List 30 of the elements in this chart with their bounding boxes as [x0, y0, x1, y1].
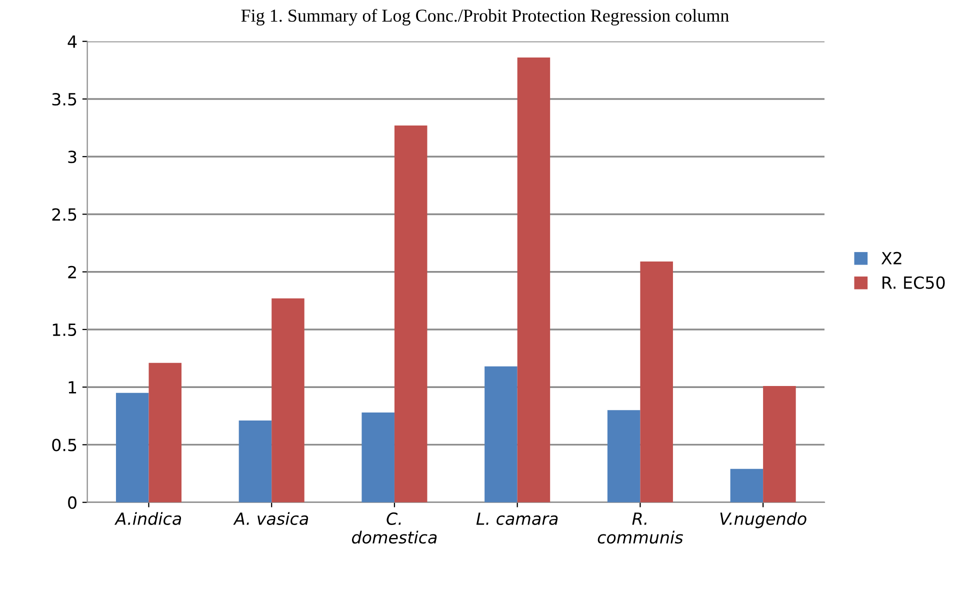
y-tick-label: 2 — [68, 266, 76, 278]
y-tick-label: 2.5 — [52, 208, 76, 221]
x-tick-label: C. domestica — [352, 512, 437, 544]
bar — [517, 58, 550, 502]
y-tick-label: 1 — [68, 381, 76, 394]
bar — [484, 366, 518, 502]
bar — [272, 298, 304, 502]
bar — [607, 410, 640, 502]
bar — [730, 468, 764, 502]
legend-label: R. EC50 — [882, 276, 945, 289]
x-tick-label: R. communis — [598, 512, 683, 544]
bar — [238, 420, 272, 502]
bar — [362, 412, 394, 502]
y-tick-label: 0 — [68, 496, 76, 509]
x-tick-label: V.nugendo — [720, 512, 806, 528]
bar — [763, 386, 796, 502]
x-tick-label: A.indica — [114, 512, 182, 525]
x-tick-label: L. camara — [476, 512, 558, 525]
bar — [394, 126, 428, 502]
y-tick-label: 1.5 — [52, 324, 76, 336]
y-tick-label: 3 — [68, 150, 76, 164]
y-tick-label: 4 — [68, 36, 77, 48]
y-tick-label: 0.5 — [52, 438, 76, 452]
bar — [116, 392, 149, 502]
y-tick-label: 3.5 — [52, 92, 76, 106]
x-tick-label: A. vasica — [233, 512, 308, 525]
chart-title: Fig 1. Summary of Log Conc./Probit Protection Regression column — [241, 8, 729, 26]
bar — [640, 261, 673, 502]
legend-label: X2 — [881, 252, 902, 264]
bar — [148, 362, 182, 502]
